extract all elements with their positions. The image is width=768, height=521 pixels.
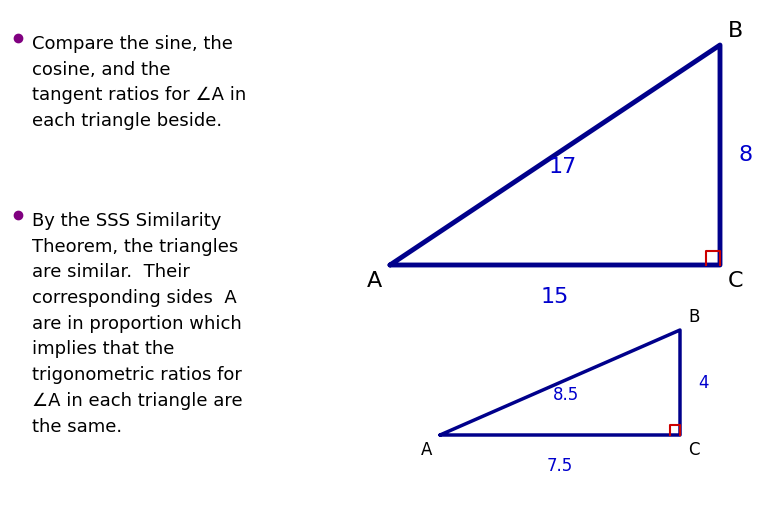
- Text: A: A: [421, 441, 432, 459]
- Text: A: A: [367, 271, 382, 291]
- Text: B: B: [728, 21, 743, 41]
- Text: 15: 15: [541, 287, 569, 307]
- Text: By the SSS Similarity
Theorem, the triangles
are similar.  Their
corresponding s: By the SSS Similarity Theorem, the trian…: [32, 212, 243, 436]
- Text: 8.5: 8.5: [552, 387, 579, 404]
- Text: 8: 8: [738, 145, 752, 165]
- Text: B: B: [688, 308, 700, 326]
- Text: 7.5: 7.5: [547, 457, 573, 475]
- Text: Compare the sine, the
cosine, and the
tangent ratios for ∠A in
each triangle bes: Compare the sine, the cosine, and the ta…: [32, 35, 247, 130]
- Text: 4: 4: [698, 374, 709, 391]
- Text: C: C: [688, 441, 700, 459]
- Text: 17: 17: [548, 157, 577, 177]
- Text: C: C: [728, 271, 743, 291]
